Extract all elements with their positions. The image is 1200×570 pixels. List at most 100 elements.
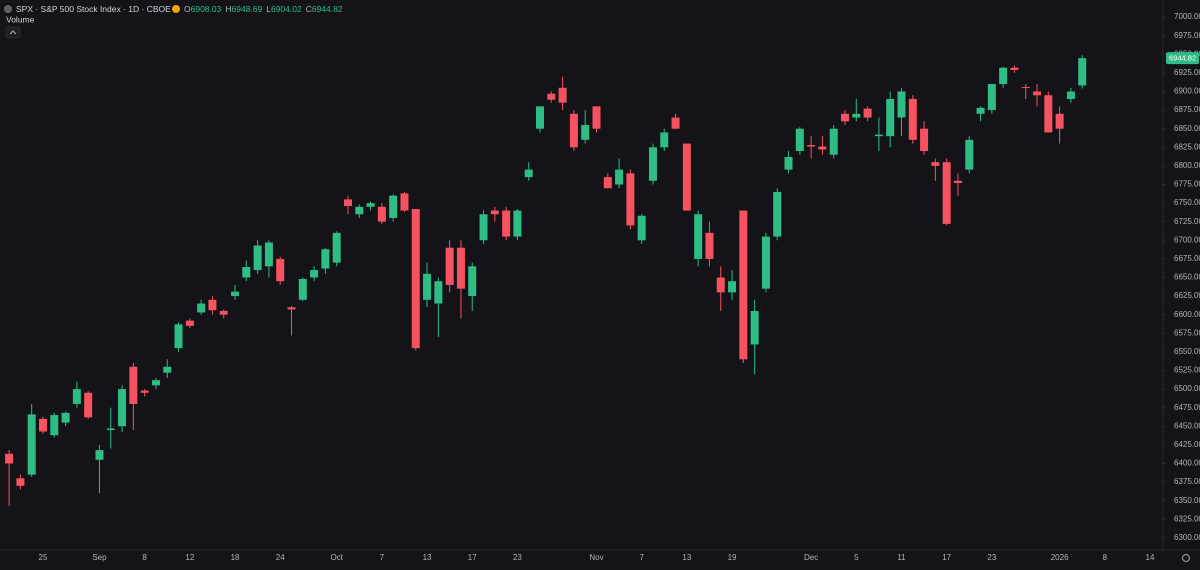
candle-body	[343, 199, 352, 207]
y-tick-label: 6350.00	[1174, 496, 1200, 505]
y-tick-label: 6725.00	[1174, 217, 1200, 226]
candle-body	[140, 390, 149, 393]
settings-button[interactable]	[1181, 553, 1191, 563]
y-tick-label: 6475.00	[1174, 403, 1200, 412]
candle-body	[61, 412, 70, 423]
candle-body	[908, 98, 917, 140]
y-tick-label: 6750.00	[1174, 198, 1200, 207]
candle-body	[874, 134, 883, 137]
candle-body	[547, 93, 556, 100]
candle-body	[185, 320, 194, 326]
candle-body	[976, 107, 985, 114]
candle-body	[445, 247, 454, 285]
x-tick-label: 17	[942, 553, 951, 562]
candle-body	[197, 303, 206, 313]
candle-body	[95, 450, 104, 460]
candle-body	[423, 273, 432, 300]
y-tick-label: 6400.00	[1174, 459, 1200, 468]
y-tick-label: 6550.00	[1174, 347, 1200, 356]
candle-body	[264, 242, 273, 267]
candle-body	[1078, 58, 1087, 86]
candle-body	[479, 214, 488, 241]
candle-body	[569, 113, 578, 148]
candle-body	[818, 146, 827, 150]
candle-body	[829, 128, 838, 155]
candle-body	[231, 291, 240, 297]
candle-body	[648, 147, 657, 181]
y-tick-label: 6675.00	[1174, 254, 1200, 263]
candle-body	[660, 132, 669, 148]
candle-body	[332, 232, 341, 263]
candle-body	[400, 193, 409, 211]
y-tick-label: 6825.00	[1174, 142, 1200, 151]
candle-body	[1033, 91, 1042, 96]
candle-body	[1044, 95, 1053, 133]
ohlc-key: C	[306, 4, 312, 14]
candle-body	[5, 453, 14, 464]
candle-body	[276, 258, 285, 282]
candle-body	[536, 106, 545, 129]
candle-body	[761, 236, 770, 289]
candle-body	[705, 232, 714, 259]
candle-body	[151, 380, 160, 386]
x-tick-label: 17	[468, 553, 477, 562]
candle-body	[50, 415, 59, 436]
market-status[interactable]	[172, 5, 180, 13]
y-tick-label: 6525.00	[1174, 366, 1200, 375]
y-tick-label: 6800.00	[1174, 161, 1200, 170]
candle-body	[310, 270, 319, 278]
x-tick-label: 12	[185, 553, 194, 562]
candle-body	[682, 143, 691, 211]
candle-body	[965, 139, 974, 170]
x-tick-label: 18	[231, 553, 240, 562]
candle-body	[637, 215, 646, 241]
x-tick-label: 2026	[1051, 553, 1069, 562]
candle-body	[728, 281, 737, 293]
candle-body	[72, 389, 81, 404]
ohlc-value: 6948.69	[232, 4, 263, 14]
candle-body	[287, 307, 296, 310]
candle-body	[987, 84, 996, 111]
candle-body	[920, 128, 929, 152]
candle-body	[1010, 67, 1019, 70]
candle-body	[807, 145, 816, 147]
y-tick-label: 6500.00	[1174, 384, 1200, 393]
candle-body	[863, 108, 872, 118]
candle-body	[716, 277, 725, 293]
y-tick-label: 6325.00	[1174, 514, 1200, 523]
x-tick-label: 5	[854, 553, 859, 562]
candle-body	[468, 266, 477, 297]
y-tick-label: 6300.00	[1174, 533, 1200, 542]
x-tick-label: Oct	[330, 553, 343, 562]
y-tick-label: 6625.00	[1174, 291, 1200, 300]
candle-body	[27, 414, 36, 475]
candle-body	[208, 299, 217, 311]
y-tick-label: 6425.00	[1174, 440, 1200, 449]
candle-body	[524, 169, 533, 178]
candle-body	[163, 366, 172, 373]
candle-body	[355, 206, 364, 215]
candle-body	[841, 113, 850, 122]
candle-body	[366, 203, 375, 207]
candle-body	[490, 210, 499, 215]
candle-body	[321, 249, 330, 269]
candle-body	[953, 180, 962, 184]
x-tick-label: 7	[639, 553, 644, 562]
x-tick-label: 7	[380, 553, 385, 562]
candle-body	[626, 173, 635, 226]
candle-body	[434, 281, 443, 304]
collapse-icon	[9, 30, 17, 35]
y-tick-label: 6700.00	[1174, 235, 1200, 244]
y-tick-label: 6575.00	[1174, 328, 1200, 337]
ohlc-value: 6944.82	[312, 4, 343, 14]
collapse-button[interactable]	[5, 26, 21, 39]
candle-body	[615, 169, 624, 185]
y-tick-label: 6975.00	[1174, 31, 1200, 40]
candle-body	[750, 310, 759, 345]
y-tick-label: 6775.00	[1174, 180, 1200, 189]
candle-body	[1055, 113, 1064, 129]
candle-body	[84, 392, 93, 418]
ohlc-key: O	[184, 4, 191, 14]
ohlc-key: H	[225, 4, 231, 14]
